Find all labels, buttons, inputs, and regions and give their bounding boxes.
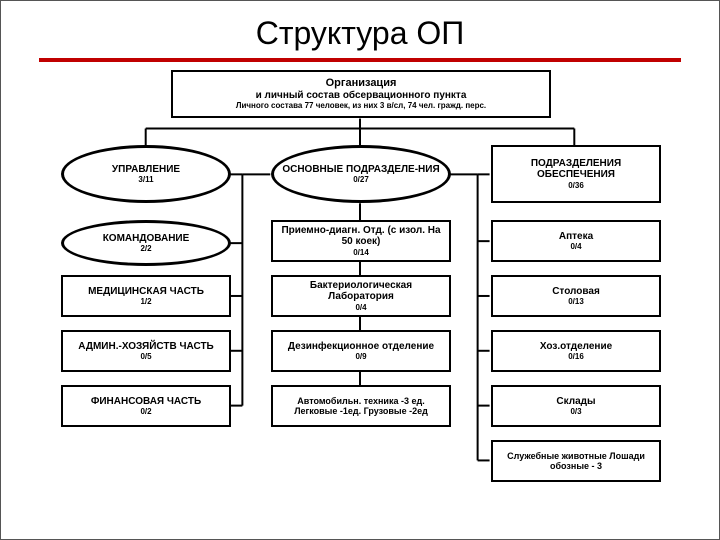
org-node: Склады0/3: [491, 385, 661, 427]
org-node: УПРАВЛЕНИЕ3/11: [61, 145, 231, 203]
root-box: Организация и личный состав обсервационн…: [171, 70, 551, 118]
org-node: Приемно-диагн. Отд. (с изол. На 50 коек)…: [271, 220, 451, 262]
org-node: Служебные животные Лошади обозные - 3: [491, 440, 661, 482]
org-node: ФИНАНСОВАЯ ЧАСТЬ0/2: [61, 385, 231, 427]
org-node: Бактериологическая Лаборатория0/4: [271, 275, 451, 317]
org-node: Дезинфекционное отделение0/9: [271, 330, 451, 372]
org-node: Столовая0/13: [491, 275, 661, 317]
slide: Структура ОП Организация и личный состав…: [0, 0, 720, 540]
accent-rule: [39, 58, 681, 62]
org-node: КОМАНДОВАНИЕ2/2: [61, 220, 231, 266]
org-diagram: Организация и личный состав обсервационн…: [51, 70, 669, 500]
root-line1: Организация: [326, 77, 397, 90]
org-node: ПОДРАЗДЕЛЕНИЯ ОБЕСПЕЧЕНИЯ0/36: [491, 145, 661, 203]
org-node: Аптека0/4: [491, 220, 661, 262]
org-node: МЕДИЦИНСКАЯ ЧАСТЬ1/2: [61, 275, 231, 317]
org-node: АДМИН.-ХОЗЯЙСТВ ЧАСТЬ0/5: [61, 330, 231, 372]
slide-title: Структура ОП: [1, 1, 719, 58]
root-line3: Личного состава 77 человек, из них 3 в/с…: [236, 101, 486, 110]
org-node: Автомобильн. техника -3 ед. Легковые -1е…: [271, 385, 451, 427]
org-node: ОСНОВНЫЕ ПОДРАЗДЕЛЕ-НИЯ0/27: [271, 145, 451, 203]
org-node: Хоз.отделение0/16: [491, 330, 661, 372]
root-line2: и личный состав обсервационного пункта: [256, 90, 467, 102]
